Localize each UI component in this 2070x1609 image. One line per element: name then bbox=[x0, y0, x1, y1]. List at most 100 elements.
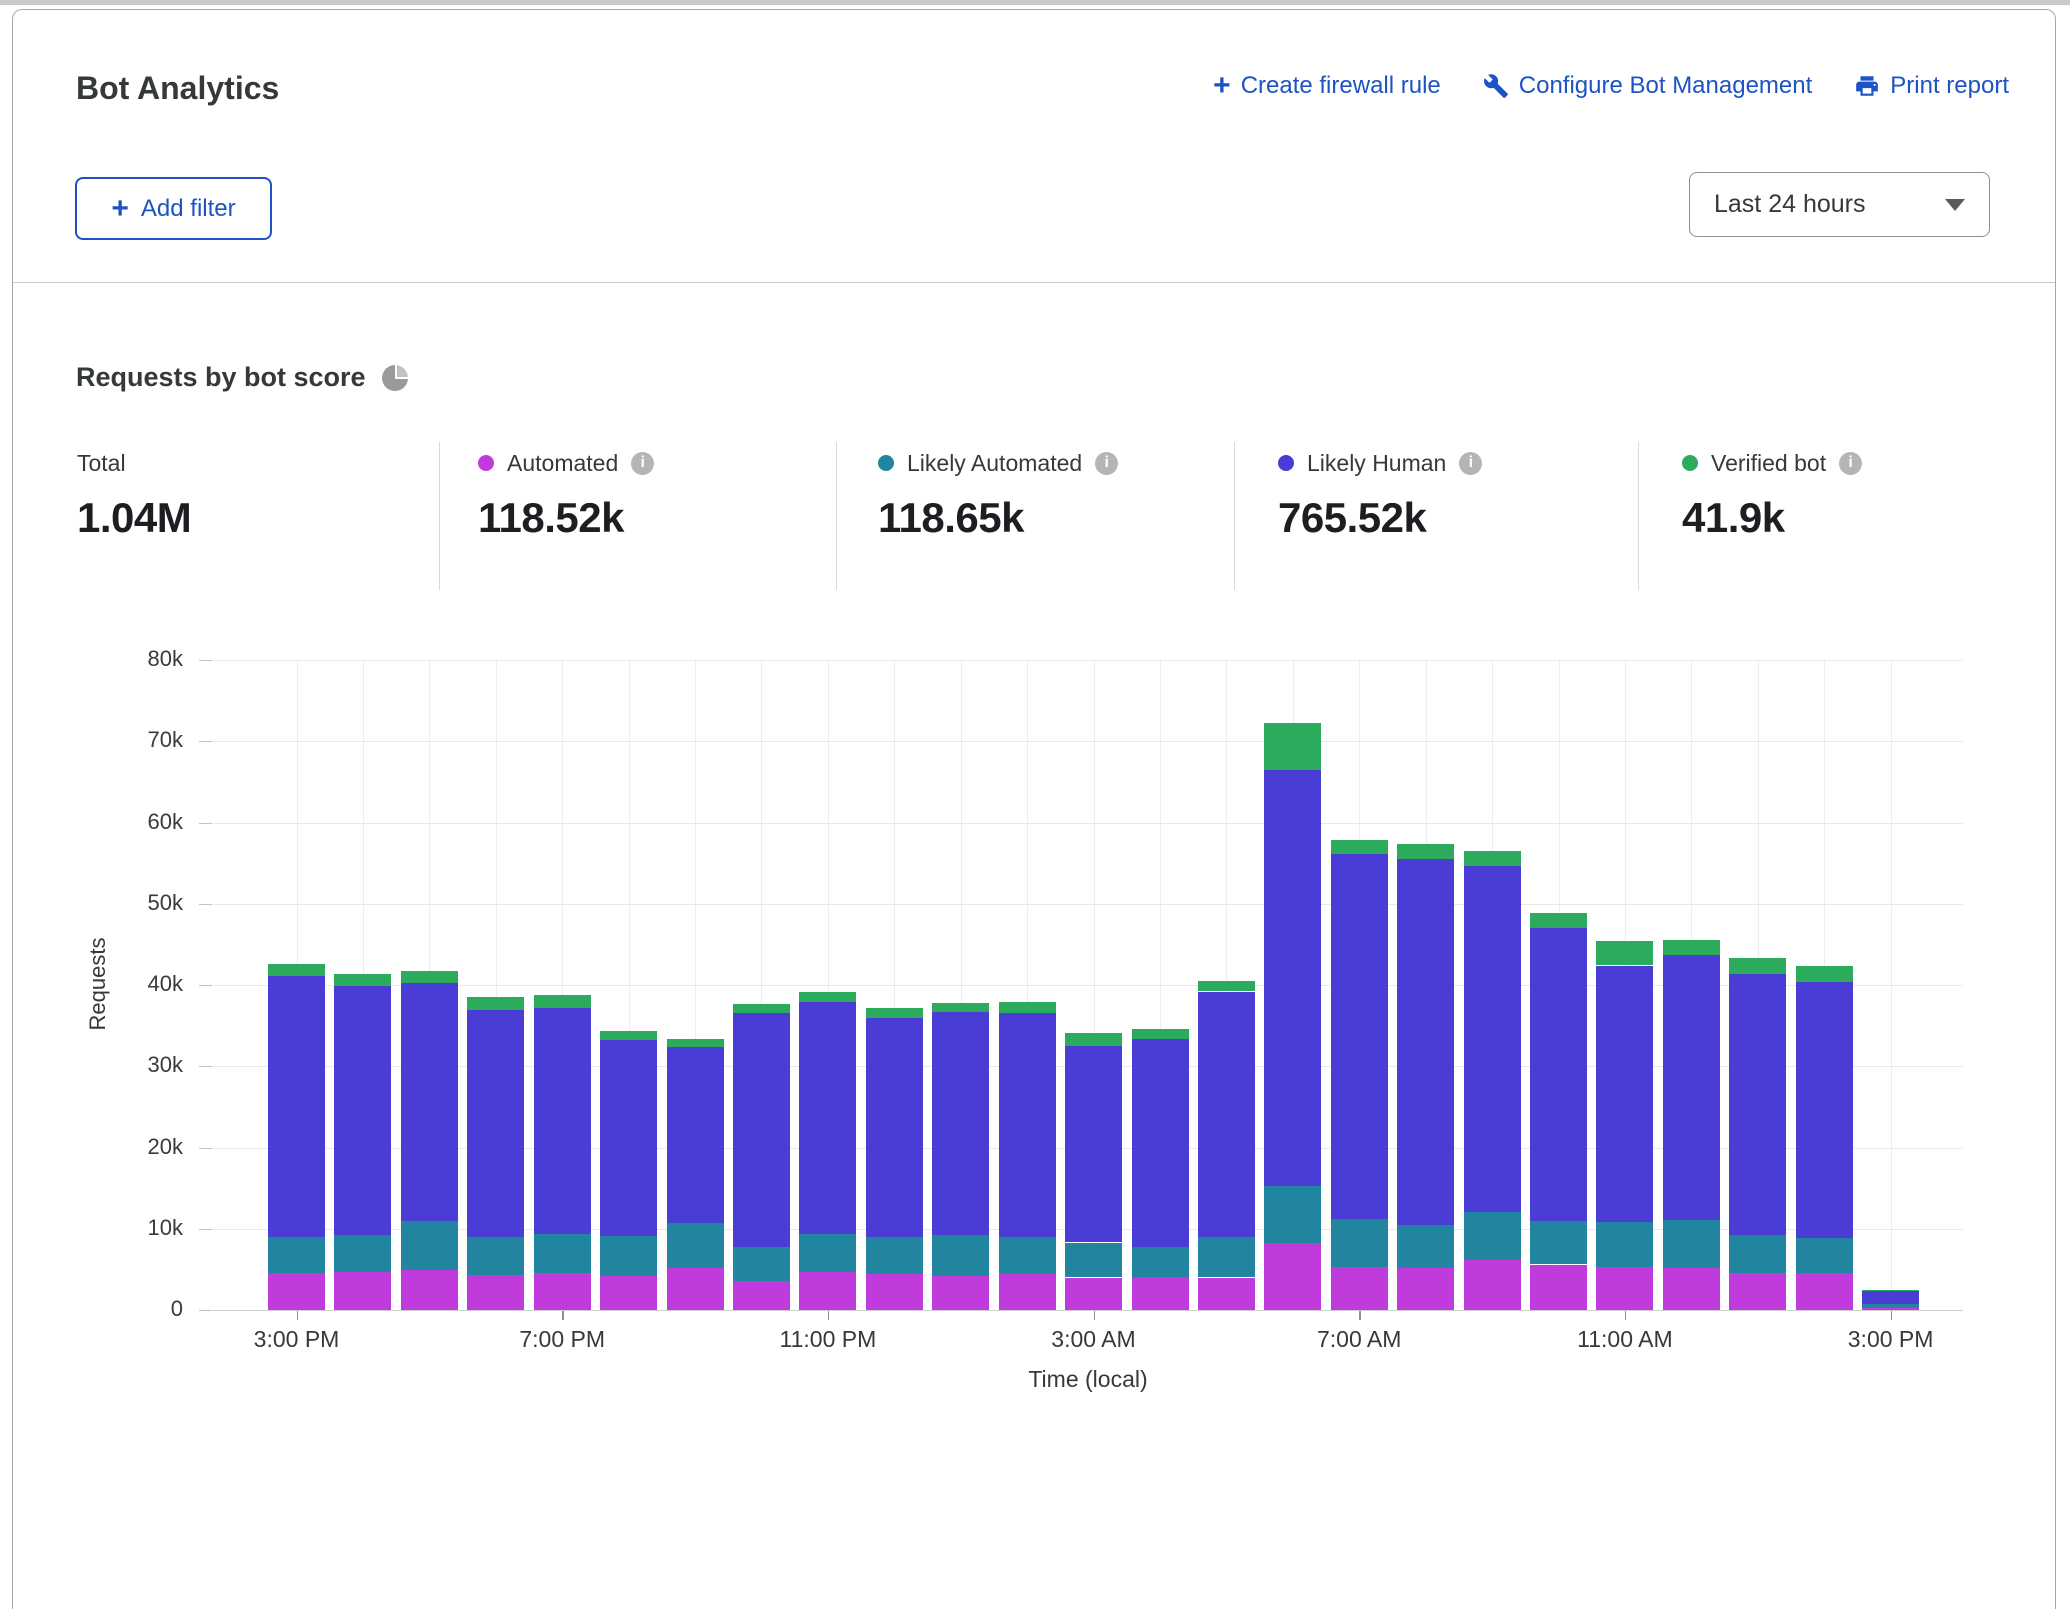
bar-segment-likely-automated[interactable] bbox=[1729, 1235, 1787, 1274]
bar-segment-verified-bot[interactable] bbox=[600, 1031, 658, 1041]
print-report-link[interactable]: Print report bbox=[1854, 72, 2009, 100]
bar-segment-likely-human[interactable] bbox=[1662, 954, 1720, 1220]
bar-segment-verified-bot[interactable] bbox=[732, 1003, 790, 1014]
bar-segment-automated[interactable] bbox=[1065, 1277, 1122, 1310]
bar-segment-verified-bot[interactable] bbox=[998, 1002, 1056, 1013]
bar-segment-likely-automated[interactable] bbox=[533, 1234, 591, 1274]
bar-segment-automated[interactable] bbox=[1330, 1266, 1388, 1310]
bar-segment-verified-bot[interactable] bbox=[1530, 912, 1587, 929]
info-icon[interactable]: i bbox=[631, 451, 655, 475]
bar-segment-likely-human[interactable] bbox=[400, 983, 458, 1221]
bar-segment-automated[interactable] bbox=[1862, 1307, 1920, 1310]
bar-segment-automated[interactable] bbox=[799, 1271, 857, 1310]
bar-segment-likely-human[interactable] bbox=[932, 1011, 990, 1236]
bar-segment-likely-human[interactable] bbox=[799, 1002, 857, 1234]
bar-segment-likely-automated[interactable] bbox=[799, 1233, 857, 1272]
bar-segment-verified-bot[interactable] bbox=[666, 1038, 724, 1047]
bar-segment-likely-human[interactable] bbox=[1862, 1290, 1920, 1305]
bar-segment-likely-human[interactable] bbox=[1397, 859, 1455, 1225]
bar-segment-likely-automated[interactable] bbox=[1596, 1222, 1654, 1267]
bar-segment-automated[interactable] bbox=[1197, 1277, 1255, 1310]
bar-segment-verified-bot[interactable] bbox=[1596, 941, 1654, 966]
bar-segment-likely-human[interactable] bbox=[467, 1010, 525, 1237]
bar-segment-likely-automated[interactable] bbox=[1795, 1237, 1853, 1274]
bar-segment-verified-bot[interactable] bbox=[1131, 1028, 1189, 1040]
bar-segment-automated[interactable] bbox=[400, 1270, 458, 1310]
bar-segment-likely-human[interactable] bbox=[1330, 854, 1388, 1219]
bar-segment-likely-human[interactable] bbox=[600, 1040, 658, 1237]
bar-segment-verified-bot[interactable] bbox=[334, 974, 392, 986]
bar-segment-likely-human[interactable] bbox=[732, 1013, 790, 1247]
configure-bot-management-link[interactable]: Configure Bot Management bbox=[1483, 72, 1812, 100]
bar-segment-verified-bot[interactable] bbox=[799, 992, 857, 1003]
bar-segment-automated[interactable] bbox=[1596, 1266, 1654, 1310]
bar-segment-likely-automated[interactable] bbox=[1463, 1211, 1521, 1260]
bar-segment-automated[interactable] bbox=[467, 1275, 525, 1310]
create-firewall-rule-link[interactable]: + Create firewall rule bbox=[1213, 71, 1441, 101]
bar-segment-verified-bot[interactable] bbox=[932, 1002, 990, 1012]
time-range-select[interactable]: Last 24 hours bbox=[1689, 172, 1990, 237]
bar-segment-likely-automated[interactable] bbox=[1397, 1224, 1455, 1268]
bar-segment-likely-automated[interactable] bbox=[1264, 1185, 1322, 1243]
bar-segment-automated[interactable] bbox=[1795, 1273, 1853, 1310]
bar-segment-automated[interactable] bbox=[334, 1271, 392, 1310]
bar-segment-automated[interactable] bbox=[1530, 1264, 1587, 1310]
bar-segment-likely-automated[interactable] bbox=[268, 1236, 325, 1273]
bar-segment-verified-bot[interactable] bbox=[467, 997, 525, 1011]
bar-segment-likely-automated[interactable] bbox=[400, 1220, 458, 1271]
bar-segment-likely-human[interactable] bbox=[1463, 866, 1521, 1212]
bar-segment-verified-bot[interactable] bbox=[1862, 1289, 1920, 1291]
bar-segment-likely-automated[interactable] bbox=[666, 1223, 724, 1268]
bar-segment-likely-automated[interactable] bbox=[865, 1236, 923, 1275]
bar-segment-likely-automated[interactable] bbox=[932, 1235, 990, 1276]
bar-segment-verified-bot[interactable] bbox=[1795, 966, 1853, 982]
bar-segment-verified-bot[interactable] bbox=[268, 963, 325, 977]
bar-segment-likely-human[interactable] bbox=[1729, 973, 1787, 1236]
info-icon[interactable]: i bbox=[1095, 451, 1119, 475]
bar-segment-verified-bot[interactable] bbox=[1065, 1032, 1122, 1046]
bar-segment-automated[interactable] bbox=[1662, 1267, 1720, 1311]
bar-segment-likely-automated[interactable] bbox=[1330, 1219, 1388, 1267]
bar-segment-likely-human[interactable] bbox=[1795, 981, 1853, 1238]
info-icon[interactable]: i bbox=[1459, 451, 1483, 475]
bar-segment-likely-human[interactable] bbox=[1264, 769, 1322, 1186]
bar-segment-automated[interactable] bbox=[533, 1273, 591, 1310]
info-icon[interactable]: i bbox=[1839, 451, 1863, 475]
bar-segment-automated[interactable] bbox=[600, 1275, 658, 1310]
bar-segment-likely-automated[interactable] bbox=[467, 1236, 525, 1276]
bar-segment-likely-automated[interactable] bbox=[1131, 1247, 1189, 1277]
bar-segment-verified-bot[interactable] bbox=[1330, 840, 1388, 855]
bar-segment-automated[interactable] bbox=[1729, 1273, 1787, 1310]
bar-segment-likely-human[interactable] bbox=[998, 1012, 1056, 1237]
bar-segment-likely-automated[interactable] bbox=[998, 1236, 1056, 1275]
bar-segment-likely-human[interactable] bbox=[1596, 965, 1654, 1223]
bar-segment-likely-automated[interactable] bbox=[1862, 1304, 1920, 1308]
bar-segment-likely-automated[interactable] bbox=[732, 1246, 790, 1281]
bar-segment-automated[interactable] bbox=[1264, 1242, 1322, 1310]
bar-segment-verified-bot[interactable] bbox=[865, 1007, 923, 1019]
bar-segment-automated[interactable] bbox=[932, 1275, 990, 1310]
bar-segment-verified-bot[interactable] bbox=[1397, 844, 1455, 859]
bar-segment-likely-automated[interactable] bbox=[1197, 1236, 1255, 1278]
bar-segment-verified-bot[interactable] bbox=[1463, 850, 1521, 867]
bar-segment-likely-human[interactable] bbox=[334, 985, 392, 1236]
bar-segment-verified-bot[interactable] bbox=[1264, 722, 1322, 770]
bar-segment-automated[interactable] bbox=[666, 1267, 724, 1311]
bar-segment-likely-human[interactable] bbox=[533, 1007, 591, 1235]
bar-segment-automated[interactable] bbox=[1463, 1259, 1521, 1310]
bar-segment-likely-human[interactable] bbox=[1530, 928, 1587, 1222]
bar-segment-likely-human[interactable] bbox=[1131, 1039, 1189, 1248]
bar-segment-verified-bot[interactable] bbox=[1197, 980, 1255, 992]
bar-segment-likely-automated[interactable] bbox=[1065, 1242, 1122, 1278]
bar-segment-automated[interactable] bbox=[268, 1272, 325, 1310]
bar-segment-likely-automated[interactable] bbox=[1662, 1219, 1720, 1268]
bar-segment-likely-automated[interactable] bbox=[334, 1235, 392, 1272]
bar-segment-likely-human[interactable] bbox=[666, 1046, 724, 1224]
bar-segment-likely-automated[interactable] bbox=[1530, 1221, 1587, 1265]
bar-segment-automated[interactable] bbox=[1131, 1276, 1189, 1310]
bar-segment-automated[interactable] bbox=[998, 1274, 1056, 1311]
bar-segment-likely-human[interactable] bbox=[1065, 1045, 1122, 1243]
bar-segment-automated[interactable] bbox=[1397, 1267, 1455, 1311]
bar-segment-automated[interactable] bbox=[732, 1280, 790, 1311]
add-filter-button[interactable]: + Add filter bbox=[75, 177, 272, 240]
